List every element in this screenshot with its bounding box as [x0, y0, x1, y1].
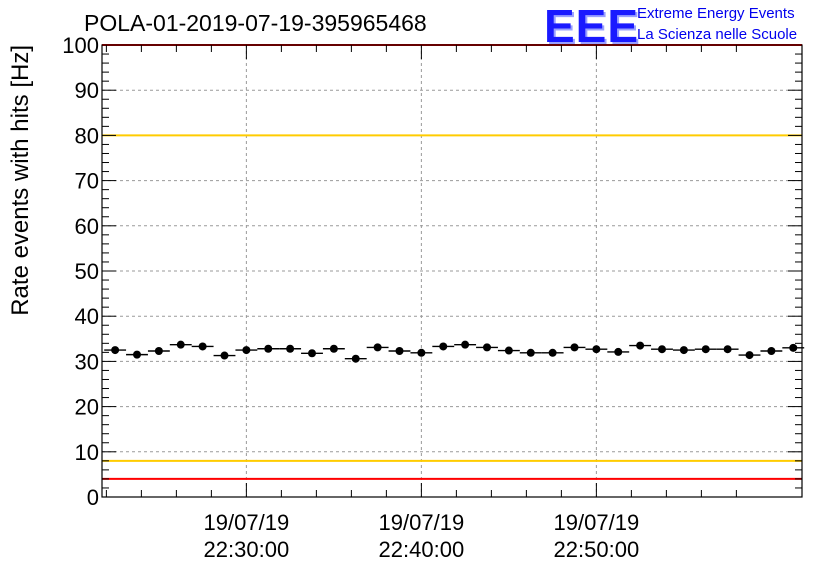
eee-logo-mark: EEE	[544, 0, 640, 52]
data-point	[461, 340, 470, 349]
data-point	[679, 346, 688, 355]
y-tick-label: 90	[75, 78, 99, 103]
data-point	[308, 349, 316, 358]
data-point	[658, 345, 666, 354]
data-point	[789, 343, 798, 352]
y-tick-label: 60	[75, 214, 99, 239]
y-tick-label: 20	[75, 395, 99, 420]
y-tick-label: 50	[75, 259, 99, 284]
grid-lines	[102, 45, 802, 497]
data-point	[220, 351, 229, 360]
y-tick-label: 100	[62, 33, 99, 58]
data-point	[504, 346, 513, 355]
data-point	[570, 343, 579, 352]
y-axis-title: Rate events with hits [Hz]	[7, 45, 34, 316]
tick-labels: 010203040506070809010019/07/1922:30:0019…	[62, 33, 639, 562]
y-tick-label: 0	[87, 485, 99, 510]
data-point	[176, 340, 185, 349]
data-point	[439, 342, 448, 351]
eee-logo: EEE Extreme Energy Events La Scienza nel…	[544, 0, 836, 52]
axis-ticks	[102, 44, 802, 498]
y-tick-label: 30	[75, 349, 99, 374]
data-point	[767, 347, 776, 356]
data-point	[745, 351, 754, 360]
data-point	[636, 341, 645, 350]
logo-line-la-scienza: La Scienza nelle Scuole	[637, 26, 798, 43]
data-point	[329, 344, 338, 353]
data-point	[592, 345, 601, 354]
x-tick-label-date: 19/07/19	[204, 510, 290, 535]
reference-lines	[102, 44, 802, 480]
logo-line-extreme-energy-events: Extreme Energy Events	[637, 5, 795, 22]
data-point	[111, 346, 120, 355]
data-point	[723, 345, 732, 354]
data-point	[373, 343, 382, 352]
data-point	[417, 348, 426, 357]
data-points	[104, 340, 805, 363]
data-point	[264, 344, 273, 353]
data-point	[701, 345, 710, 354]
data-point	[395, 347, 404, 356]
data-point	[351, 354, 360, 363]
y-tick-label: 80	[75, 123, 99, 148]
data-point	[154, 347, 163, 356]
data-point	[483, 343, 491, 352]
data-point	[526, 348, 535, 357]
data-point	[198, 342, 207, 351]
data-point	[614, 347, 623, 356]
data-point	[133, 350, 141, 359]
y-tick-label: 70	[75, 169, 99, 194]
y-tick-label: 10	[75, 440, 99, 465]
x-tick-label-date: 19/07/19	[554, 510, 640, 535]
data-point	[548, 348, 557, 357]
y-tick-label: 40	[75, 304, 99, 329]
x-tick-label-time: 22:40:00	[379, 537, 465, 562]
x-tick-label-time: 22:50:00	[554, 537, 640, 562]
run-title: POLA-01-2019-07-19-395965468	[84, 10, 427, 36]
x-tick-label-date: 19/07/19	[379, 510, 465, 535]
x-tick-label-time: 22:30:00	[204, 537, 290, 562]
data-point	[286, 344, 295, 353]
data-point	[242, 346, 251, 355]
